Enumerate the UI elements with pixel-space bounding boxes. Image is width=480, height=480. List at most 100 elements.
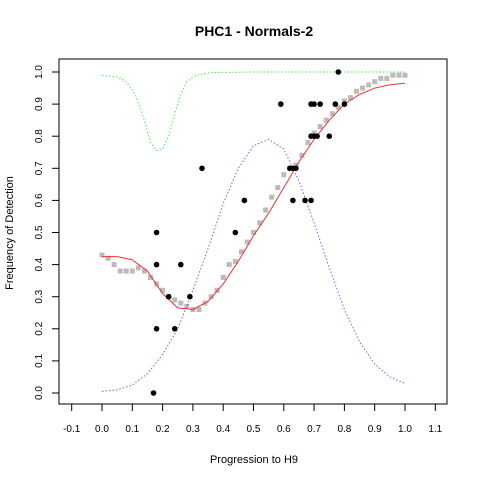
- running-mean-point: [123, 268, 129, 274]
- y-axis: 0.0 0.1 0.2 0.3 0.4 0.5 0.6 0.7 0.8 0.9 1.0: [34, 65, 59, 400]
- data-point: [302, 197, 308, 204]
- running-mean-point: [299, 152, 305, 158]
- y-tick-label: 0.8: [34, 129, 45, 143]
- running-mean-point: [147, 274, 153, 280]
- running-mean-point: [275, 185, 281, 191]
- data-point: [332, 101, 339, 107]
- data-point: [232, 229, 239, 236]
- running-mean-point: [129, 268, 135, 274]
- running-mean-point: [323, 117, 329, 123]
- running-mean-point: [178, 300, 184, 306]
- y-tick-label: 1.0: [34, 65, 45, 79]
- running-mean-point: [105, 255, 111, 261]
- running-mean-point: [402, 72, 408, 78]
- running-mean-point: [135, 265, 141, 271]
- x-axis-label: Progression to H9: [210, 454, 298, 466]
- x-tick-label: 0.9: [368, 424, 382, 435]
- data-point: [277, 101, 284, 107]
- running-mean-point: [366, 82, 372, 88]
- data-point: [335, 69, 342, 75]
- data-point: [317, 101, 323, 107]
- running-mean-point: [354, 88, 360, 94]
- data-point: [341, 101, 348, 107]
- running-mean-point: [263, 207, 269, 213]
- running-mean-point: [238, 249, 244, 255]
- density-line: [101, 138, 406, 392]
- x-tick-label: 0.4: [216, 424, 230, 435]
- data-point: [314, 133, 320, 139]
- running-mean-point: [347, 95, 353, 101]
- data-point: [241, 197, 248, 204]
- x-tick-label: 0.1: [125, 424, 139, 435]
- y-tick-label: 0.6: [34, 193, 45, 207]
- running-mean-point: [141, 268, 147, 274]
- data-point: [150, 390, 157, 396]
- running-mean-point: [378, 75, 384, 81]
- x-tick-label: 0.6: [277, 424, 291, 435]
- running-mean-point: [305, 140, 311, 146]
- running-mean-point: [341, 98, 347, 104]
- y-tick-label: 0.4: [34, 257, 45, 271]
- data-point: [199, 165, 205, 172]
- data-point: [293, 165, 299, 172]
- x-tick-label: -0.1: [63, 424, 81, 435]
- running-mean-point: [396, 72, 402, 78]
- running-mean-point: [99, 252, 105, 258]
- x-tick-label: 0.8: [337, 424, 351, 435]
- x-tick-label: 0.2: [156, 424, 170, 435]
- series-layer: [99, 69, 408, 396]
- x-tick-label: 0.3: [186, 424, 200, 435]
- green-line: [101, 71, 405, 152]
- y-tick-label: 0.3: [34, 289, 45, 303]
- data-point: [153, 229, 160, 236]
- running-mean-point: [117, 268, 123, 274]
- running-mean-point: [251, 230, 256, 235]
- running-mean-point: [390, 72, 396, 78]
- running-mean-point: [160, 287, 166, 293]
- x-axis: -0.1 0.0 0.1 0.2 0.3 0.4 0.5 0.6 0.7 0.8 0.9 1.0 1.1: [63, 404, 443, 435]
- chart-title: PHC1 - Normals-2: [195, 23, 313, 39]
- data-point: [290, 197, 296, 204]
- y-tick-label: 0.0: [34, 386, 45, 400]
- data-point: [187, 293, 193, 300]
- x-tick-label: 0.7: [307, 424, 321, 435]
- running-mean-point: [269, 194, 275, 200]
- running-mean-point: [208, 294, 214, 300]
- running-mean-point: [220, 274, 226, 280]
- y-tick-label: 0.7: [34, 161, 45, 175]
- data-point: [171, 326, 178, 332]
- running-mean-point: [329, 111, 335, 117]
- data-point: [177, 261, 184, 268]
- x-tick-label: 0.5: [247, 424, 261, 435]
- running-mean-point: [172, 297, 178, 303]
- y-tick-label: 0.5: [34, 225, 45, 239]
- x-tick-label: 1.1: [428, 424, 442, 435]
- y-tick-label: 0.1: [34, 354, 45, 368]
- running-mean-point: [317, 124, 323, 130]
- running-mean-point: [257, 220, 263, 226]
- running-mean-point: [360, 85, 366, 91]
- data-point: [326, 133, 333, 139]
- y-tick-label: 0.2: [34, 321, 45, 335]
- running-mean-point: [111, 262, 117, 268]
- fit-line: [102, 82, 406, 311]
- y-axis-label: Frequency of Detection: [4, 176, 16, 290]
- running-mean-point: [226, 262, 232, 268]
- data-point: [308, 197, 314, 204]
- data-point: [153, 326, 160, 332]
- y-tick-label: 0.9: [34, 97, 45, 111]
- data-point: [311, 101, 317, 107]
- running-mean-point: [372, 79, 378, 85]
- x-tick-label: 1.0: [398, 424, 412, 435]
- running-mean-point: [232, 258, 238, 264]
- running-mean-point: [293, 162, 299, 168]
- running-mean-point: [244, 239, 250, 245]
- running-mean-point: [311, 130, 317, 136]
- data-point: [165, 293, 172, 300]
- running-mean-point: [281, 172, 287, 178]
- running-mean-point: [196, 307, 202, 313]
- x-tick-label: 0.0: [95, 424, 109, 435]
- running-mean-point: [184, 303, 190, 309]
- running-mean-point: [384, 75, 390, 81]
